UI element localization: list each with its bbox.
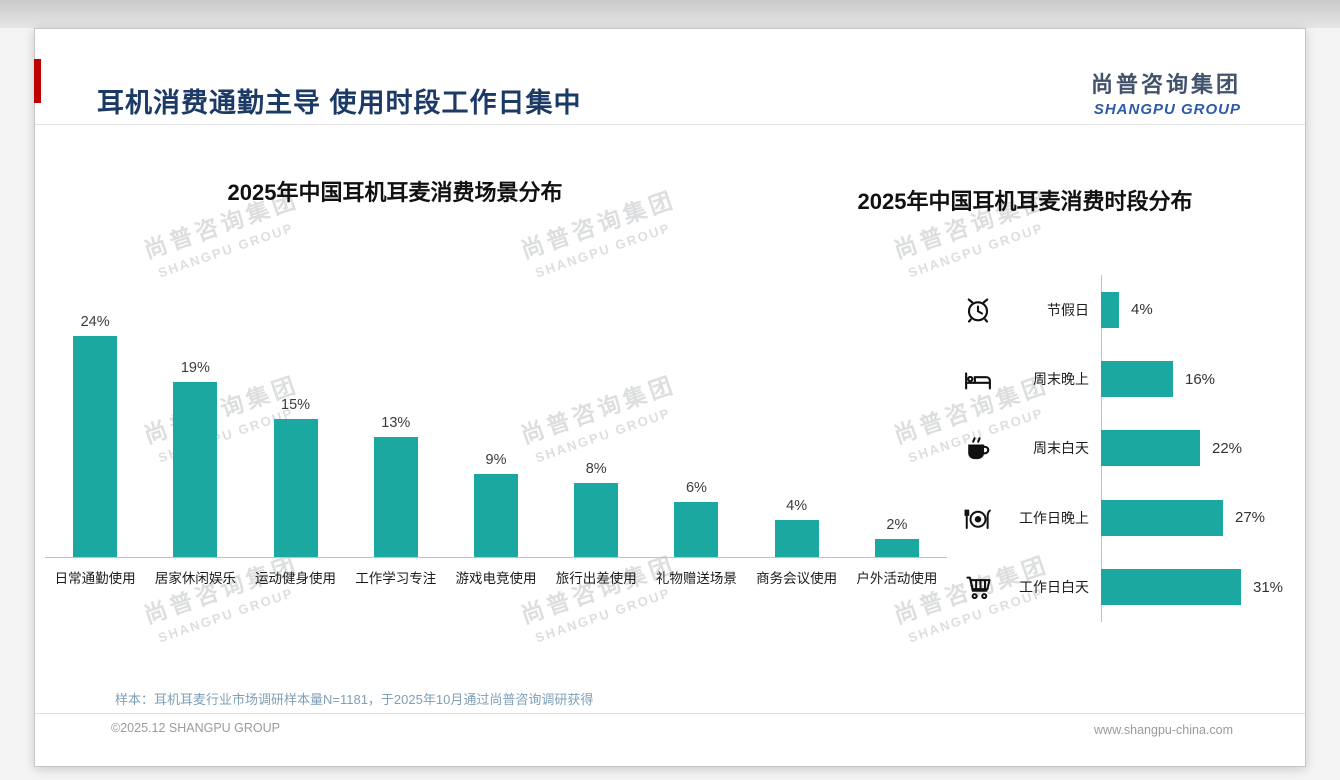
bar xyxy=(1101,499,1223,536)
watermark-english: SHANGPU GROUP xyxy=(156,219,296,281)
bar xyxy=(373,437,418,557)
copyright-text: ©2025.12 SHANGPU GROUP xyxy=(111,721,280,735)
bar-value-label: 27% xyxy=(1235,509,1266,527)
category-label: 日常通勤使用 xyxy=(54,571,136,586)
bar-value-label: 8% xyxy=(585,461,607,477)
time-slot-row: 周末白天 22% xyxy=(959,414,1331,483)
bar-value-label: 2% xyxy=(886,517,908,533)
category-label: 周末晚上 xyxy=(1033,371,1089,388)
shopping-cart-icon xyxy=(959,572,997,602)
scene-chart-title: 2025年中国耳机耳麦消费场景分布 xyxy=(227,180,563,205)
bar-value-label: 22% xyxy=(1212,439,1243,457)
dining-icon xyxy=(959,503,997,533)
bar xyxy=(273,419,318,557)
category-label: 居家休闲娱乐 xyxy=(154,571,236,586)
time-slot-row: 工作日白天 31% xyxy=(959,553,1331,622)
bar xyxy=(173,382,218,557)
bar xyxy=(774,520,819,557)
bar-value-label: 4% xyxy=(1131,301,1153,319)
bar xyxy=(1101,569,1241,606)
bar-value-label: 6% xyxy=(685,480,707,496)
bar xyxy=(1101,291,1119,328)
bar-column: 4% xyxy=(747,305,847,557)
bar xyxy=(1101,430,1200,467)
bar-column: 9% xyxy=(446,305,546,557)
category-label: 工作日白天 xyxy=(1019,579,1089,596)
watermark-english: SHANGPU GROUP xyxy=(533,219,673,281)
bar xyxy=(1101,361,1173,398)
bar xyxy=(874,539,919,557)
scene-distribution-chart: 24% 19% 15% 13% 9% 8% 6% 4% 2% xyxy=(45,305,947,557)
bar xyxy=(674,502,719,557)
bar-column: 19% xyxy=(145,305,245,557)
bar xyxy=(73,336,118,557)
website-url: www.shangpu-china.com xyxy=(1094,723,1233,737)
bar xyxy=(473,474,518,557)
bar-column: 13% xyxy=(346,305,446,557)
bar-value-label: 16% xyxy=(1185,370,1216,388)
category-label: 周末白天 xyxy=(1033,440,1089,457)
bar-column: 8% xyxy=(546,305,646,557)
category-label: 工作学习专注 xyxy=(355,571,437,586)
header-divider xyxy=(35,124,1305,125)
bar-value-label: 19% xyxy=(180,360,210,376)
alarm-clock-icon xyxy=(959,295,997,325)
bar-value-label: 13% xyxy=(381,415,411,431)
slide: 耳机消费通勤主导 使用时段工作日集中 尚普咨询集团 SHANGPU GROUP … xyxy=(34,28,1306,767)
bar-value-label: 15% xyxy=(281,397,311,413)
company-logo: 尚普咨询集团 SHANGPU GROUP xyxy=(1091,67,1241,118)
category-label: 户外活动使用 xyxy=(856,571,938,586)
bar-column: 6% xyxy=(646,305,746,557)
window-top-edge xyxy=(0,0,1340,28)
scene-chart-x-axis-line xyxy=(45,557,947,558)
scene-category-labels: 日常通勤使用 居家休闲娱乐 运动健身使用 工作学习专注 游戏电竞使用 旅行出差使用 礼物赠送… xyxy=(45,567,947,587)
bed-icon xyxy=(959,364,997,394)
time-slot-row: 节假日 4% xyxy=(959,275,1331,344)
bar-value-label: 4% xyxy=(786,498,808,514)
category-label: 礼物赠送场景 xyxy=(655,571,737,586)
bar-value-label: 9% xyxy=(485,452,507,468)
time-distribution-chart: 节假日 4% 周末晚上 16% 周末白天 22% 工作日晚上 27% 工作日白天 31% xyxy=(959,275,1331,622)
category-label: 工作日晚上 xyxy=(1019,509,1089,526)
bar xyxy=(574,483,619,557)
bar-value-label: 24% xyxy=(80,314,110,330)
logo-english-name: SHANGPU GROUP xyxy=(1093,101,1241,118)
category-label: 运动健身使用 xyxy=(255,571,337,586)
bar-column: 24% xyxy=(45,305,145,557)
time-slot-row: 工作日晚上 27% xyxy=(959,483,1331,552)
watermark: 尚普咨询集团 SHANGPU GROUP xyxy=(889,162,1114,283)
category-label: 旅行出差使用 xyxy=(555,571,637,586)
sample-note: 样本：耳机耳麦行业市场调研样本量N=1181，于2025年10月通过尚普咨询调研… xyxy=(115,692,594,707)
bar-column: 2% xyxy=(847,305,947,557)
bar-value-label: 31% xyxy=(1253,578,1284,596)
category-label: 节假日 xyxy=(1047,301,1089,318)
title-accent-bar xyxy=(34,59,41,103)
footer-divider xyxy=(35,713,1305,714)
bar-column: 15% xyxy=(245,305,345,557)
time-slot-row: 周末晚上 16% xyxy=(959,344,1331,413)
coffee-cup-icon xyxy=(959,433,997,463)
category-label: 商务会议使用 xyxy=(756,571,838,586)
time-chart-title: 2025年中国耳机耳麦消费时段分布 xyxy=(857,189,1193,214)
logo-chinese-name: 尚普咨询集团 xyxy=(1090,72,1241,97)
category-label: 游戏电竞使用 xyxy=(455,571,537,586)
page-title: 耳机消费通勤主导 使用时段工作日集中 xyxy=(97,88,582,118)
